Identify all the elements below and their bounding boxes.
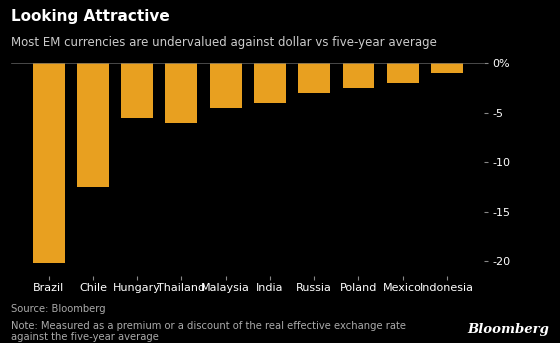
Bar (387, 63, 419, 83)
Text: Looking Attractive: Looking Attractive (11, 9, 170, 24)
Bar (77, 63, 109, 187)
Bar (431, 63, 463, 73)
Text: Source: Bloomberg: Source: Bloomberg (11, 304, 106, 314)
Bar (254, 63, 286, 103)
Bar (298, 63, 330, 93)
Text: Bloomberg: Bloomberg (467, 323, 549, 336)
Bar (32, 63, 64, 263)
Bar (343, 63, 375, 88)
Bar (121, 63, 153, 118)
Bar (210, 63, 241, 108)
Text: Most EM currencies are undervalued against dollar vs five-year average: Most EM currencies are undervalued again… (11, 36, 437, 49)
Text: Note: Measured as a premium or a discount of the real effective exchange rate
ag: Note: Measured as a premium or a discoun… (11, 321, 406, 342)
Bar (166, 63, 197, 122)
